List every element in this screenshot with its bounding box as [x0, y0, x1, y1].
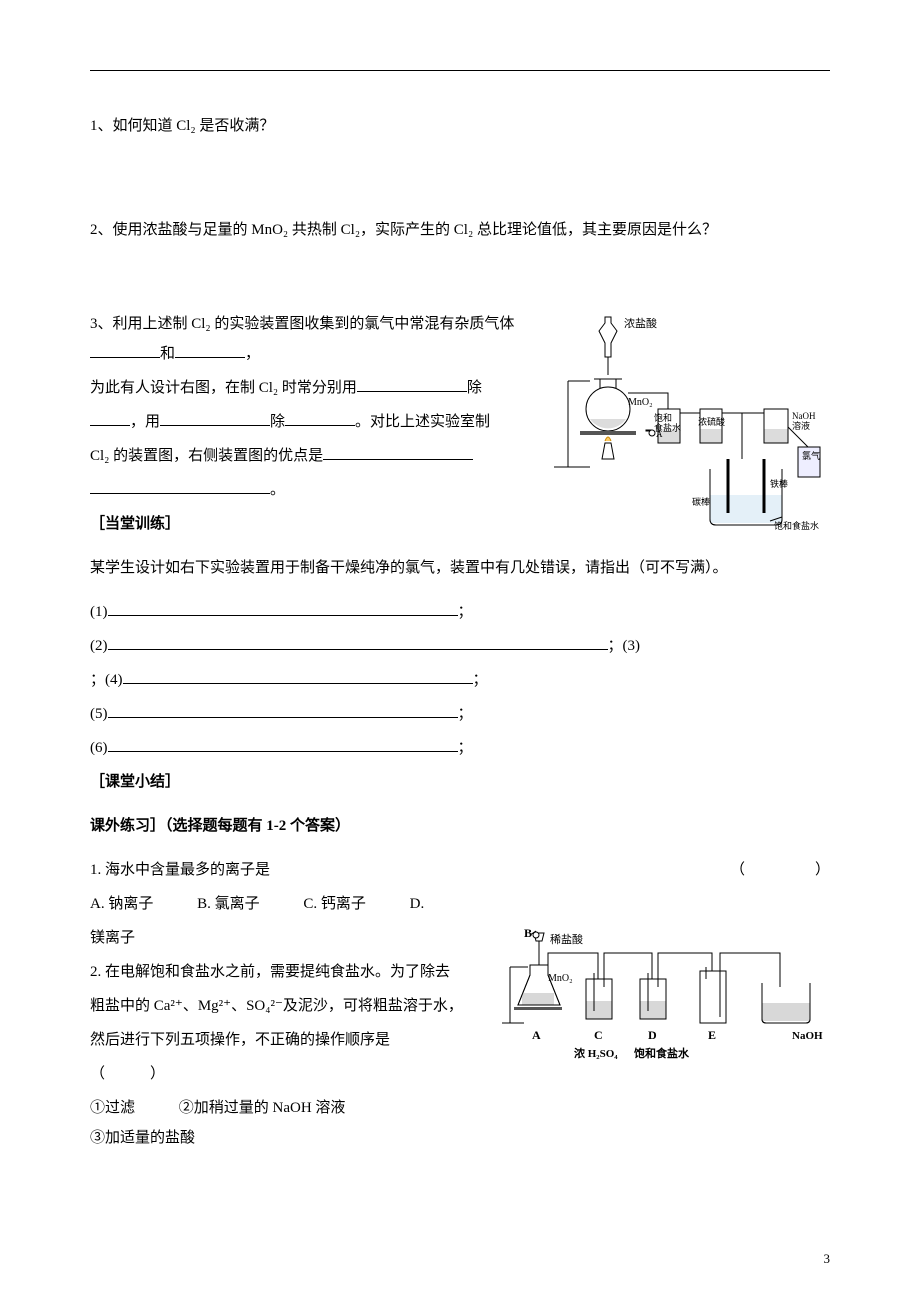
svg-text:浓盐酸: 浓盐酸 [624, 316, 657, 330]
question-2: 2、使用浓盐酸与足量的 MnO₂ 共热制 Cl₂，实际产生的 Cl₂ 总比理论值… [90, 215, 830, 245]
svg-text:MnO₂: MnO₂ [548, 973, 573, 984]
svg-text:碳棒: 碳棒 [692, 496, 710, 507]
fill-4: ；(4)； [90, 665, 830, 695]
heading-summary: ［课堂小结］ [90, 767, 830, 797]
svg-text:浓 H₂SO₄: 浓 H₂SO₄ [574, 1046, 618, 1060]
svg-text:B: B [524, 926, 532, 940]
fill-1: (1)； [90, 597, 830, 627]
apparatus-figure-1: 浓盐酸 MnO₂ 饱和 [550, 309, 830, 539]
svg-text:E: E [708, 1028, 716, 1042]
fill-5: (5)； [90, 699, 830, 729]
hw-q1-options: A. 钠离子 B. 氯离子 C. 钙离子 D. [90, 889, 830, 919]
fill-2: (2)；(3) [90, 631, 830, 661]
svg-text:NaOH: NaOH [792, 411, 816, 421]
top-rule [90, 70, 830, 71]
svg-text:MnO₂: MnO₂ [628, 397, 653, 408]
apparatus-figure-2: B 稀盐酸 MnO₂ A [500, 923, 830, 1093]
svg-text:A: A [656, 429, 663, 439]
svg-text:A: A [532, 1028, 541, 1042]
svg-text:NaOH: NaOH [792, 1030, 823, 1042]
class-training-intro: 某学生设计如右下实验装置用于制备干燥纯净的氯气，装置中有几处错误，请指出（可不写… [90, 553, 830, 583]
svg-text:C: C [594, 1028, 603, 1042]
page-number: 3 [824, 1246, 831, 1272]
heading-homework: 课外练习］（选择题每题有 1-2 个答案） [90, 811, 830, 841]
figure-1: 浓盐酸 MnO₂ 饱和 [550, 309, 830, 550]
svg-text:饱和食盐水: 饱和食盐水 [774, 520, 819, 531]
svg-text:饱和: 饱和 [654, 412, 672, 423]
hw-q1: 1. 海水中含量最多的离子是 （） [90, 855, 830, 885]
svg-text:饱和食盐水: 饱和食盐水 [634, 1046, 690, 1060]
svg-text:溶液: 溶液 [792, 420, 810, 431]
svg-text:D: D [648, 1028, 657, 1042]
fill-6: (6)； [90, 733, 830, 763]
question-1: 1、如何知道 Cl₂ 是否收满？ [90, 111, 830, 141]
svg-text:稀盐酸: 稀盐酸 [550, 932, 583, 946]
svg-text:铁棒: 铁棒 [770, 478, 788, 489]
figure-2: B 稀盐酸 MnO₂ A [500, 923, 830, 1104]
svg-text:浓硫酸: 浓硫酸 [698, 416, 725, 427]
svg-text:氯气: 氯气 [802, 450, 820, 461]
